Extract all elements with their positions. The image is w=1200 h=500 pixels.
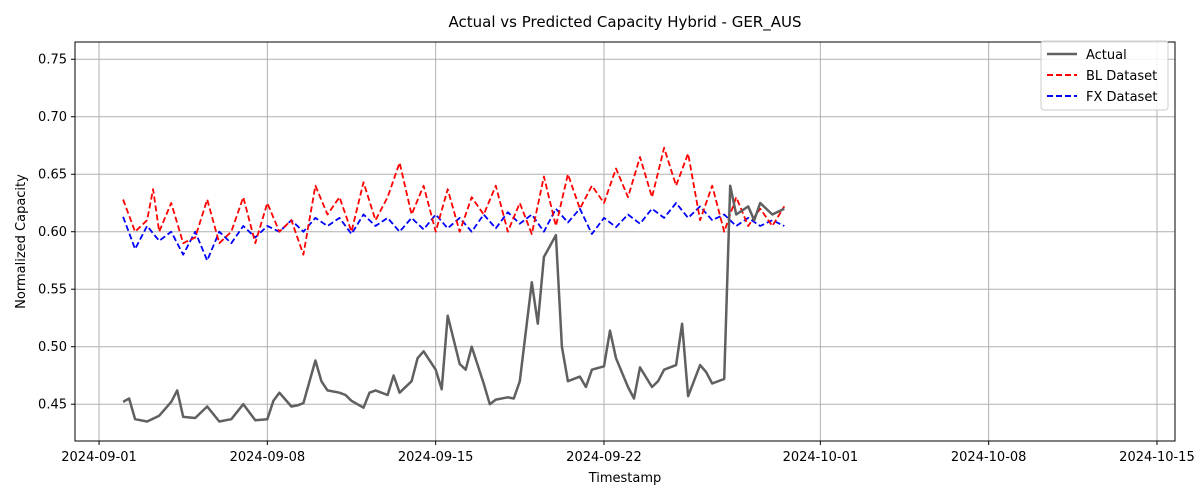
y-tick-label: 0.65 [38,168,67,183]
legend-box [1040,40,1169,111]
legend-label-fx-dataset: FX Dataset [1086,90,1157,105]
series-line-fx-dataset [122,202,785,262]
x-tick-label: 2024-09-22 [566,450,642,465]
chart-title: Actual vs Predicted Capacity Hybrid - GE… [449,13,802,32]
axes-frame [74,41,1176,442]
x-tick-label: 2024-10-15 [1119,450,1195,465]
y-tick-label: 0.45 [38,398,67,413]
y-tick-label: 0.70 [38,110,67,125]
legend-label-bl-dataset: BL Dataset [1086,69,1157,84]
plot-area [122,146,786,423]
x-tick-label: 2024-10-08 [951,450,1027,465]
series-line-actual [122,184,785,423]
legend-label-actual: Actual [1086,48,1127,63]
x-tick-label: 2024-09-08 [230,450,306,465]
x-tick-label: 2024-09-15 [398,450,474,465]
y-tick-label: 0.50 [38,340,67,355]
series-line-bl-dataset [122,146,786,256]
x-axis: 2024-09-01 2024-09-08 2024-09-15 2024-09-22… [61,441,1195,465]
y-axis-title: Normalized Capacity [14,174,29,309]
x-tick-label: 2024-09-01 [61,450,137,465]
x-tick-label: 2024-10-01 [783,450,859,465]
y-tick-label: 0.55 [38,283,67,298]
y-tick-label: 0.60 [38,225,67,240]
y-tick-label: 0.75 [38,53,67,68]
x-axis-title: Timestamp [588,471,662,486]
y-axis: 0.45 0.50 0.55 0.60 0.65 0.70 0.75 [38,53,75,413]
legend: Actual BL Dataset FX Dataset [1040,40,1169,111]
